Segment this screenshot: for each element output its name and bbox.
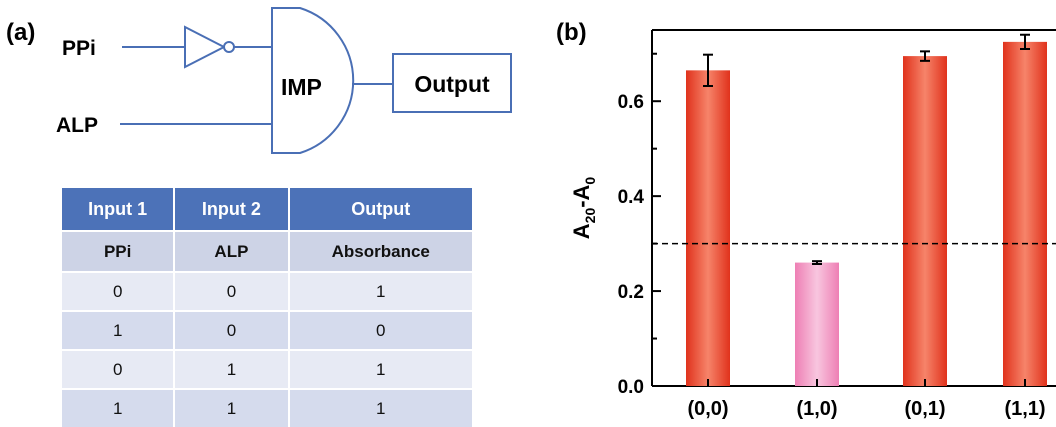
table-cell: 1 [288, 271, 472, 311]
bar [903, 56, 947, 387]
table-row: 0 0 1 [62, 271, 472, 311]
output-label: Output [414, 71, 490, 97]
truth-table: Input 1 Input 2 Output PPi ALP Absorbanc… [62, 188, 472, 427]
x-tick-label: (0,0) [687, 398, 728, 420]
not-gate [184, 25, 227, 69]
input-alp-label: ALP [56, 114, 98, 137]
x-tick-label: (1,1) [1004, 398, 1045, 420]
y-tick-label: 0.0 [618, 377, 644, 398]
x-tick-label: (1,0) [796, 398, 837, 420]
panel-a-label: (a) [6, 19, 35, 46]
table-subheader: PPi [62, 230, 176, 272]
y-tick-label: 0.4 [618, 187, 645, 208]
table-header-row: Input 1 Input 2 Output [62, 188, 472, 231]
table-cell: 1 [62, 388, 176, 427]
bar [686, 70, 730, 386]
table-header: Input 1 [62, 188, 176, 231]
table-header: Input 2 [174, 188, 290, 231]
table-cell: 0 [62, 271, 176, 311]
y-axis-label: A20-A0 [569, 177, 598, 240]
table-row: 1 1 1 [62, 388, 472, 427]
y-tick-label: 0.2 [618, 282, 644, 303]
table-cell: 0 [174, 271, 290, 311]
table-cell: 1 [62, 310, 176, 350]
output-box [392, 53, 512, 113]
table-cell: 0 [174, 310, 290, 350]
table-cell: 0 [288, 310, 472, 350]
not-gate-bubble [223, 41, 235, 53]
table-cell: 1 [174, 388, 290, 427]
table-header: Output [288, 188, 472, 231]
gate-label: IMP [281, 74, 322, 100]
table-row: 1 0 0 [62, 310, 472, 350]
table-cell: 1 [174, 349, 290, 389]
table-cell: 1 [288, 349, 472, 389]
table-row: 0 1 1 [62, 349, 472, 389]
table-cell: 0 [62, 349, 176, 389]
logic-circuit [120, 7, 512, 154]
bar-chart: 0.0 0.2 0.4 0.6 A20-A0 (0,0) (1,0) (0,1) (1,1) [569, 29, 1056, 420]
table-subheader: Absorbance [288, 230, 472, 272]
y-tick-label: 0.6 [618, 92, 644, 113]
x-tick-label: (0,1) [904, 398, 945, 420]
bar [795, 262, 839, 386]
bar [1003, 41, 1047, 386]
table-cell: 1 [288, 388, 472, 427]
panel-b-label: (b) [556, 19, 587, 46]
table-subheader-row: PPi ALP Absorbance [62, 230, 472, 272]
table-subheader: ALP [174, 230, 290, 272]
input-ppi-label: PPi [62, 37, 96, 60]
